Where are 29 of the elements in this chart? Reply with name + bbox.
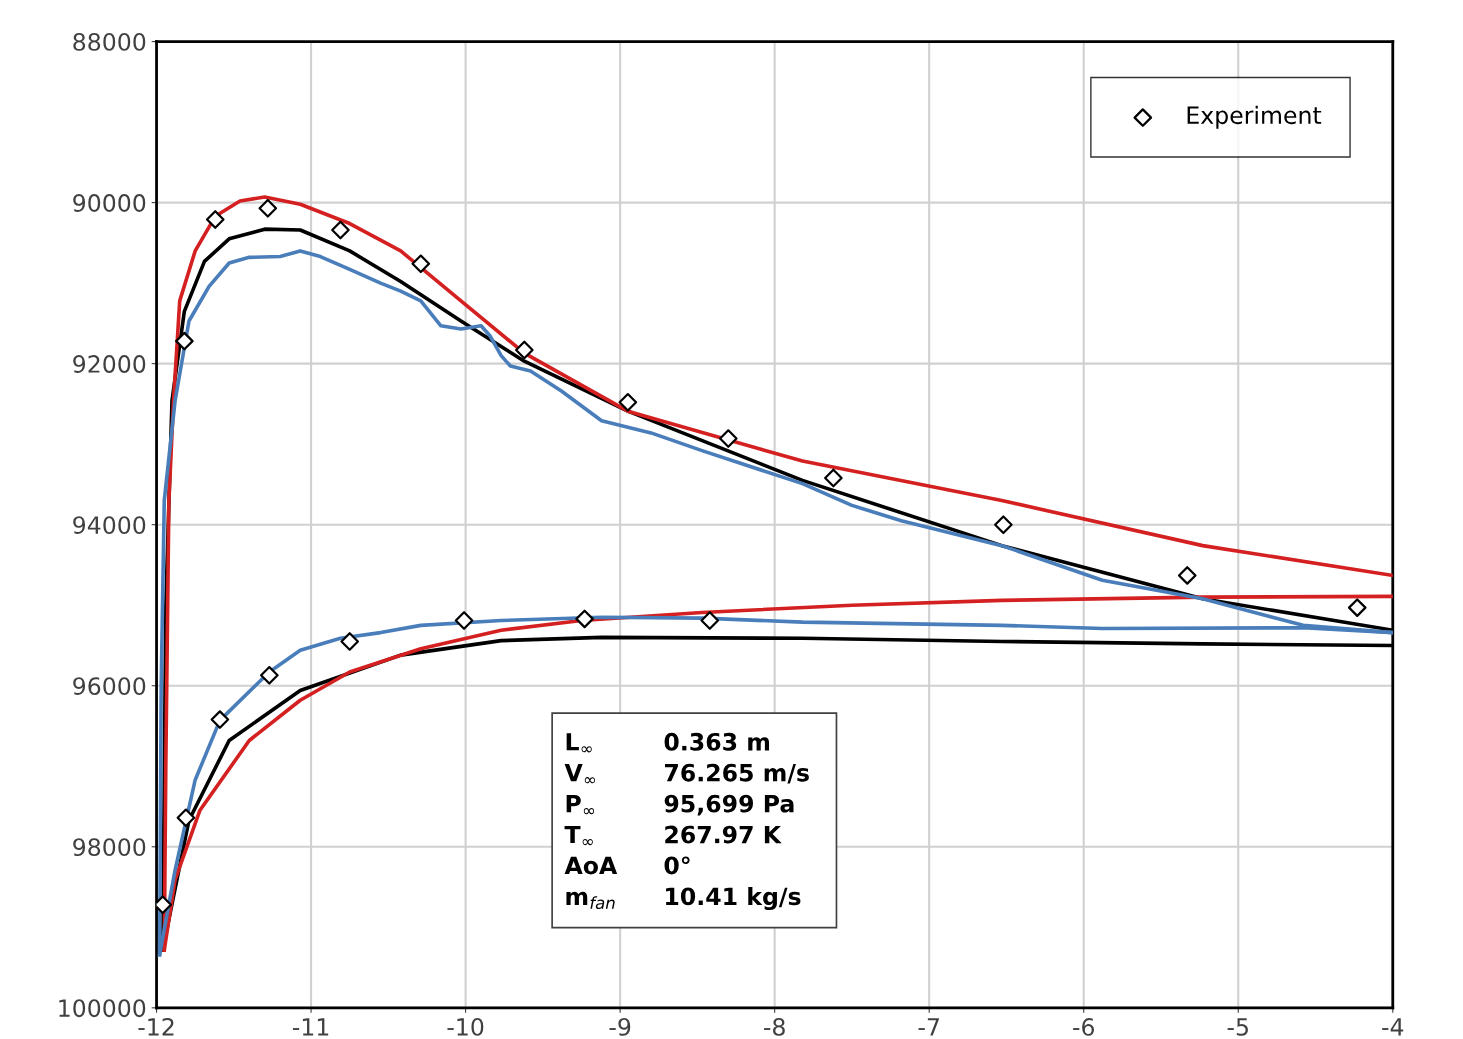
annotation: 0.363 m <box>664 732 770 751</box>
x-tick-label: -5 <box>1227 1018 1248 1036</box>
y-tick-label: 92000 <box>73 355 146 373</box>
annotation: 0° <box>664 856 690 875</box>
y-tick-label: 98000 <box>73 838 146 857</box>
annotation: L$_{∞}$ <box>566 733 592 753</box>
annotation: AoA <box>564 856 618 875</box>
x-tick-label: -10 <box>447 1017 484 1036</box>
annotation: m$_{fan}$ <box>566 891 615 910</box>
x-tick-label: -6 <box>1073 1017 1094 1036</box>
x-tick-label: -9 <box>609 1017 631 1036</box>
y-tick-label: 88000 <box>73 33 146 51</box>
annotation: P$_{∞}$ <box>566 794 595 815</box>
y-tick-label: 100000 <box>59 999 146 1018</box>
y-tick-label: 90000 <box>73 194 146 212</box>
legend-label: Experiment <box>1187 105 1322 129</box>
annotation: V$_{∞}$ <box>564 764 595 784</box>
x-tick-label: -8 <box>764 1017 785 1036</box>
y-tick-label: 94000 <box>73 516 146 534</box>
x-tick-label: -11 <box>292 1018 329 1036</box>
annotation: 267.97 K <box>665 825 782 844</box>
y-tick-label: 96000 <box>73 677 146 696</box>
annotation: 76.265 m/s <box>664 763 809 784</box>
annotation: T$_{∞}$ <box>564 825 593 846</box>
x-tick-label: -4 <box>1382 1018 1404 1036</box>
x-tick-label: -7 <box>918 1018 939 1036</box>
annotation: 10.41 kg/s <box>666 887 801 911</box>
annotation: 95,699 Pa <box>664 794 794 816</box>
x-tick-label: -12 <box>138 1017 174 1036</box>
